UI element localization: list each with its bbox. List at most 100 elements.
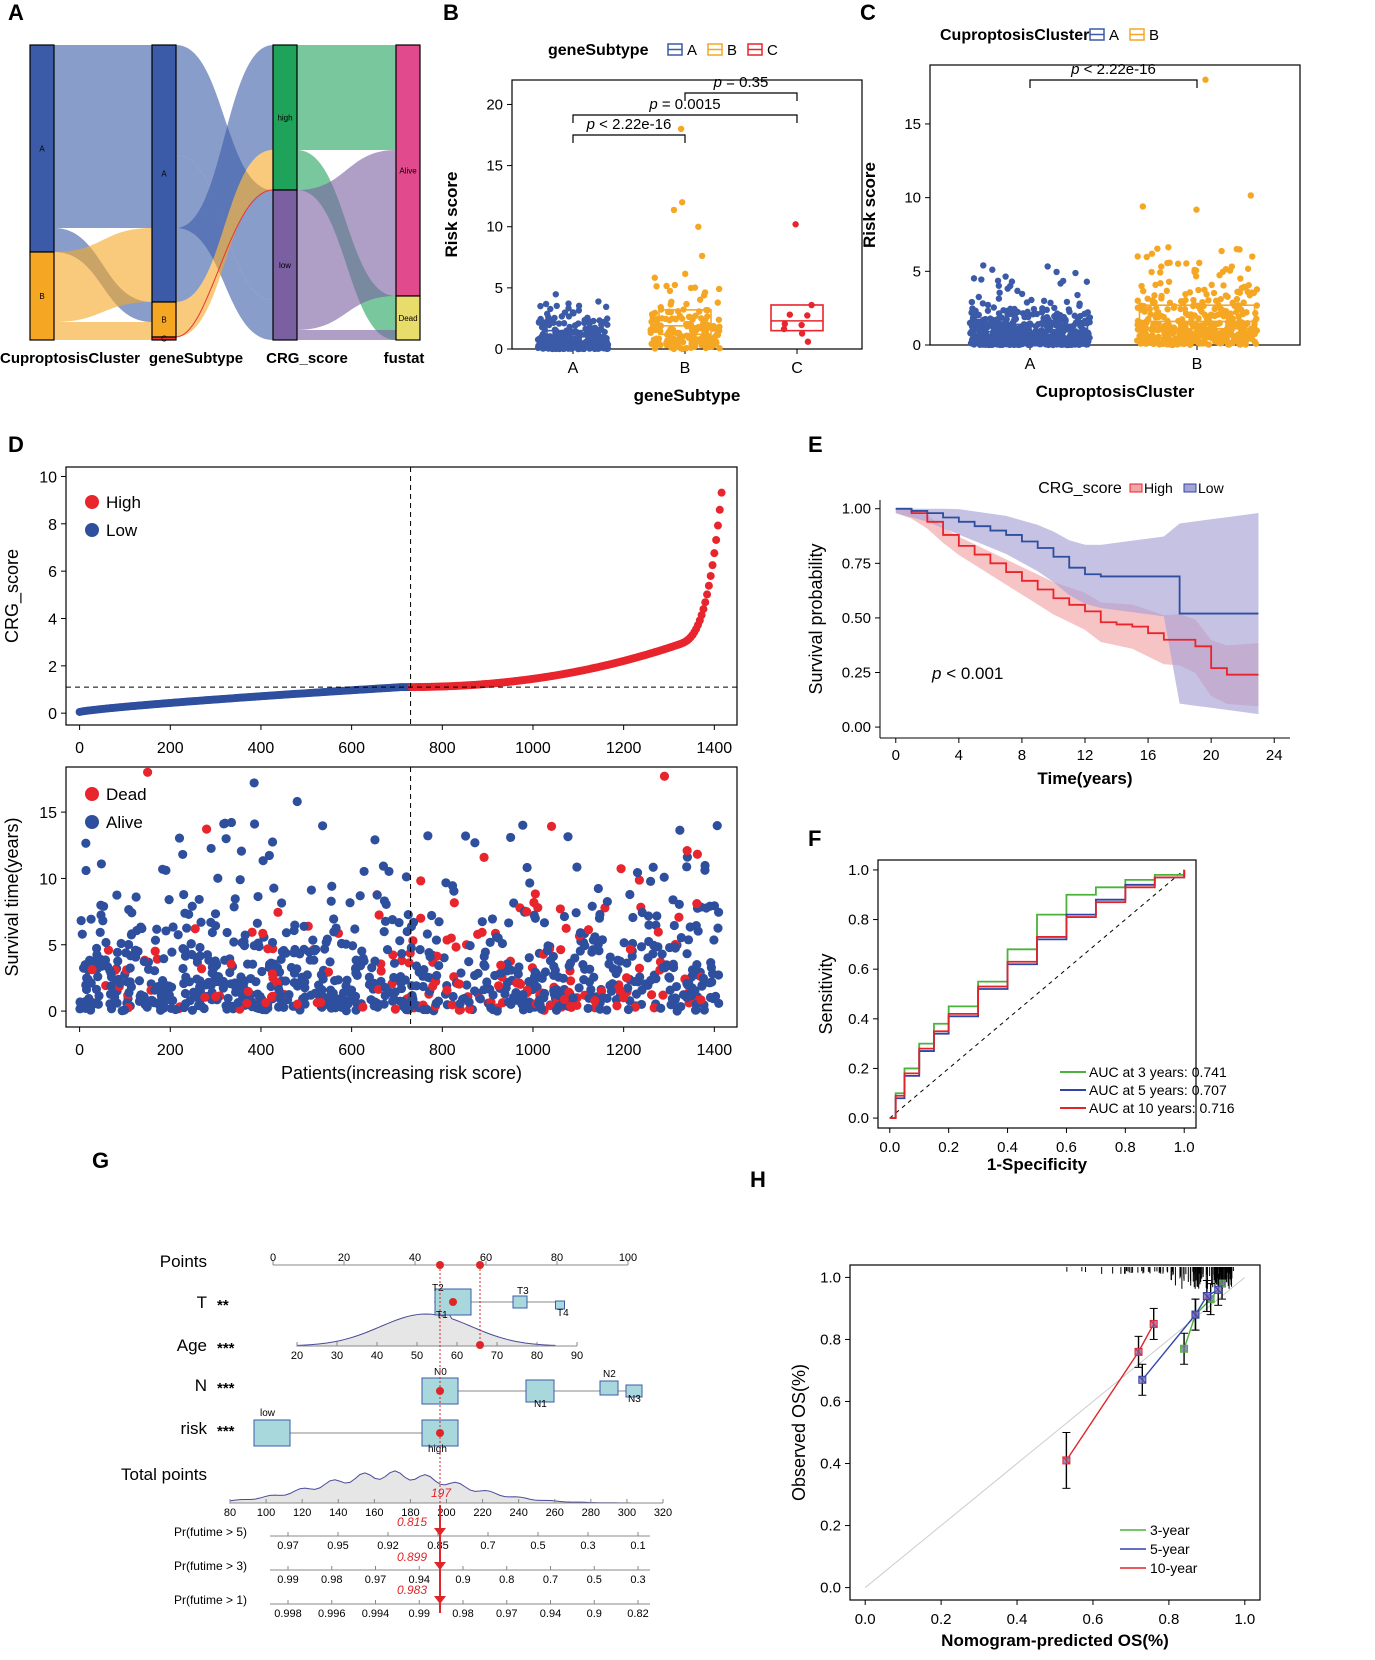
patient-point	[602, 1005, 612, 1015]
data-point	[586, 320, 593, 327]
level-box	[555, 1300, 565, 1310]
patient-point	[559, 994, 569, 1005]
x-tick-label: 0.4	[1007, 1611, 1028, 1628]
data-point	[1047, 299, 1054, 307]
patient-point	[158, 864, 168, 874]
patient-point	[195, 951, 205, 961]
data-point	[1079, 340, 1086, 347]
patient-point	[180, 908, 190, 918]
patient-point	[325, 957, 335, 967]
patient-point	[106, 968, 116, 978]
patient-point	[464, 957, 474, 967]
data-point	[1151, 299, 1158, 306]
nomogram-row-label: Pr(futime > 3)	[174, 1559, 247, 1573]
roc-plot: 0.0 0.2 0.4 0.6 0.8 1.0 0.0 0.2 0.4 0.6 0.8 1.0 1-Sp…	[816, 859, 1235, 1174]
legend-label: B	[1149, 27, 1159, 44]
patient-point	[206, 981, 216, 991]
patient-point	[196, 917, 206, 927]
patient-point	[389, 972, 399, 983]
data-point	[537, 302, 544, 310]
patient-point	[705, 992, 716, 1003]
patient-point	[697, 981, 707, 991]
data-point	[1153, 310, 1160, 318]
point-mark	[1180, 1345, 1188, 1353]
data-point	[1195, 315, 1202, 322]
patient-point	[139, 991, 149, 1002]
patient-point	[418, 971, 428, 981]
data-point	[1193, 322, 1201, 330]
axis-tick-label: 220	[473, 1507, 491, 1519]
patient-point	[159, 954, 169, 964]
panel-label-c: C	[860, 0, 876, 25]
patient-point	[506, 832, 516, 843]
data-point	[1238, 284, 1245, 292]
patient-point	[651, 974, 661, 984]
patient-point	[518, 994, 528, 1004]
data-point	[663, 282, 670, 290]
data-point	[1237, 275, 1244, 282]
patient-point	[625, 944, 635, 954]
data-point	[685, 313, 693, 321]
level-box	[253, 1419, 291, 1447]
patient-point	[355, 891, 365, 901]
data-point	[716, 344, 723, 352]
data-point	[1134, 297, 1141, 304]
x-tick-label: 800	[429, 740, 456, 757]
patient-point	[497, 938, 508, 949]
patient-point	[98, 901, 109, 911]
data-point	[1235, 304, 1243, 311]
stratum-label: C	[161, 335, 167, 344]
data-point	[804, 312, 811, 319]
risk-point	[706, 571, 715, 580]
data-point	[565, 313, 573, 320]
patient-point	[327, 881, 337, 891]
y-tick-label: 0.2	[820, 1518, 841, 1535]
patient-point	[164, 981, 174, 991]
data-point	[1147, 311, 1154, 318]
data-point	[581, 343, 588, 350]
patient-point	[226, 979, 236, 989]
data-point	[1182, 310, 1190, 317]
data-point	[1018, 290, 1026, 298]
data-point	[1043, 335, 1051, 342]
patient-point	[358, 1002, 368, 1012]
data-point	[1212, 332, 1220, 340]
patient-point	[320, 944, 330, 954]
risk-point	[697, 611, 706, 620]
x-tick-label: 0	[75, 1042, 84, 1059]
data-point	[1021, 313, 1028, 321]
patient-point	[178, 849, 188, 860]
x-tick-label: 4	[955, 747, 963, 764]
patient-point	[406, 921, 417, 932]
patient-point	[267, 969, 277, 979]
patient-point	[106, 981, 116, 991]
patient-point	[190, 924, 200, 934]
axis-tick-label: 140	[329, 1507, 347, 1519]
axis-tick-label: 0.98	[321, 1574, 342, 1586]
axis-tick-label: 40	[409, 1252, 421, 1264]
data-point	[1002, 273, 1009, 280]
patient-point	[418, 981, 428, 992]
y-tick-label: 10	[39, 469, 57, 486]
patient-point	[628, 912, 638, 923]
y-tick-label: 1.0	[848, 862, 869, 879]
patient-point	[636, 942, 647, 952]
patient-point	[524, 1003, 535, 1014]
axis-tick-label: 0.94	[409, 1574, 430, 1586]
data-point	[551, 314, 558, 322]
patient-point	[221, 834, 231, 844]
data-point	[1249, 253, 1256, 260]
patient-point	[668, 962, 679, 973]
y-tick-label: 0	[48, 706, 57, 723]
patient-point	[456, 968, 466, 978]
level-box	[525, 1379, 555, 1403]
axis-tick-label: 260	[546, 1507, 564, 1519]
patient-point	[149, 966, 160, 976]
patient-point	[571, 908, 581, 918]
y-tick-label: 6	[48, 564, 57, 581]
marker-point	[476, 1341, 484, 1349]
data-point	[1138, 331, 1146, 339]
point-mark	[1218, 1280, 1226, 1287]
patient-point	[434, 960, 444, 971]
patient-point	[665, 985, 675, 995]
